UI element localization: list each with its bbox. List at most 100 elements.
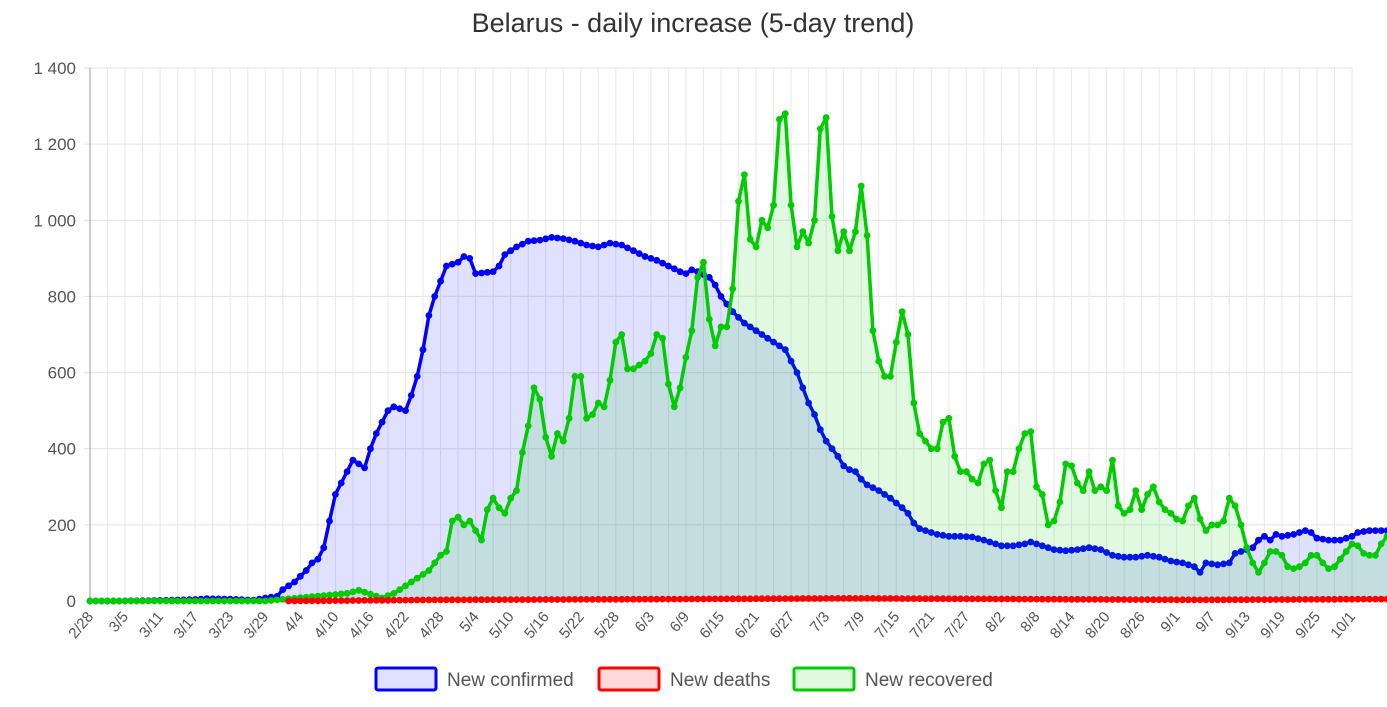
data-point: [916, 430, 923, 437]
x-tick-label: 8/14: [1047, 609, 1079, 642]
legend-swatch: [374, 666, 438, 692]
data-point: [589, 242, 596, 250]
data-point: [1208, 521, 1216, 529]
data-point: [384, 407, 392, 414]
data-point: [273, 596, 281, 604]
x-tick-label: 5/28: [591, 609, 623, 642]
data-point: [933, 445, 941, 453]
data-point: [1027, 538, 1035, 546]
data-point: [653, 331, 661, 338]
data-point: [700, 258, 707, 266]
data-point: [86, 597, 94, 605]
data-point: [618, 595, 626, 603]
data-point: [513, 487, 520, 494]
legend-item[interactable]: New recovered: [792, 666, 993, 692]
data-point: [1161, 506, 1169, 513]
data-point: [320, 544, 328, 552]
data-point: [554, 596, 561, 603]
data-point: [670, 595, 678, 603]
data-point: [1377, 527, 1385, 534]
data-point: [852, 468, 859, 475]
data-point: [852, 228, 859, 236]
x-tick-label: 3/17: [170, 609, 202, 642]
data-point: [1114, 596, 1122, 603]
data-point: [945, 532, 953, 540]
data-point: [1383, 595, 1387, 603]
data-point: [156, 597, 164, 605]
data-point: [1196, 596, 1204, 604]
data-point: [536, 596, 544, 603]
data-point: [191, 597, 199, 605]
data-point: [326, 591, 333, 599]
data-point: [1354, 542, 1362, 550]
data-point: [407, 578, 415, 586]
data-point: [250, 597, 257, 605]
data-point: [1185, 596, 1192, 604]
legend-item[interactable]: New confirmed: [374, 666, 574, 692]
data-point: [460, 253, 468, 260]
data-point: [630, 595, 637, 603]
data-point: [466, 517, 474, 525]
data-point: [1290, 531, 1297, 538]
x-tick-label: 9/13: [1222, 609, 1254, 642]
data-point: [828, 595, 836, 602]
data-point: [1331, 536, 1338, 544]
data-point: [232, 597, 240, 605]
data-point: [939, 531, 947, 539]
data-point: [256, 597, 263, 605]
x-tick-label: 6/27: [766, 609, 798, 642]
legend-item[interactable]: New deaths: [597, 666, 770, 692]
data-point: [115, 597, 123, 605]
data-point: [770, 338, 777, 346]
data-point: [957, 468, 964, 475]
data-point: [1167, 596, 1175, 604]
data-point: [361, 464, 368, 472]
data-point: [600, 241, 608, 249]
data-point: [1114, 502, 1122, 510]
data-point: [863, 595, 871, 602]
data-point: [1272, 531, 1280, 538]
data-point: [881, 373, 888, 380]
data-point: [1044, 544, 1052, 552]
data-point: [624, 365, 631, 373]
data-point: [963, 595, 970, 603]
data-point: [431, 293, 439, 300]
data-point: [104, 597, 111, 605]
data-point: [776, 116, 783, 123]
x-tick-label: 4/28: [416, 609, 448, 642]
data-point: [530, 596, 538, 603]
data-point: [349, 456, 357, 464]
data-point: [1220, 560, 1227, 568]
data-point: [279, 586, 287, 593]
data-point: [1372, 595, 1379, 603]
data-point: [1056, 595, 1064, 603]
x-tick-label: 9/19: [1257, 609, 1289, 642]
data-point: [805, 399, 812, 407]
legend[interactable]: New confirmed New deaths New recovered: [374, 666, 993, 692]
data-point: [1033, 595, 1040, 603]
data-point: [992, 595, 999, 603]
data-point: [332, 591, 339, 598]
data-point: [285, 597, 292, 605]
data-point: [443, 548, 450, 555]
series-area: [90, 237, 1387, 601]
x-tick-label: 3/23: [205, 609, 237, 642]
data-point: [665, 262, 672, 270]
data-point: [1038, 595, 1046, 603]
data-point: [121, 597, 129, 605]
data-point: [519, 240, 526, 248]
data-point: [559, 235, 567, 243]
data-point: [308, 559, 316, 567]
data-point: [752, 327, 760, 335]
data-point: [787, 201, 795, 209]
data-point: [548, 596, 555, 603]
data-point: [980, 460, 988, 468]
data-point: [816, 595, 824, 602]
data-point: [758, 331, 766, 338]
data-point: [910, 399, 918, 407]
data-point: [594, 399, 602, 407]
data-point: [705, 595, 713, 603]
data-point: [863, 481, 871, 489]
data-point: [1009, 542, 1017, 550]
y-tick-label: 1 000: [33, 211, 76, 230]
